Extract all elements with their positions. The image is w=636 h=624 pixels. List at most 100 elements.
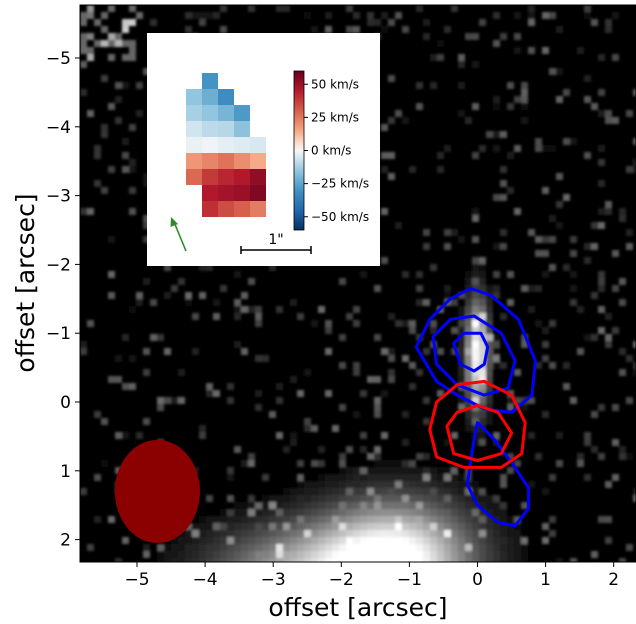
emission-pixel <box>157 404 164 411</box>
emission-pixel <box>80 61 87 68</box>
y-tick-label: −5 <box>46 49 71 69</box>
emission-pixel <box>612 285 619 292</box>
emission-pixel <box>339 523 346 530</box>
emission-pixel <box>486 558 493 562</box>
emission-pixel <box>521 82 528 89</box>
emission-pixel <box>339 488 346 495</box>
emission-pixel <box>479 439 486 446</box>
emission-pixel <box>500 362 507 369</box>
emission-pixel <box>570 285 577 292</box>
emission-pixel <box>255 537 262 544</box>
emission-pixel <box>507 187 514 194</box>
emission-pixel <box>129 124 136 131</box>
emission-pixel <box>346 558 353 562</box>
emission-pixel <box>339 404 346 411</box>
emission-pixel <box>605 537 612 544</box>
emission-pixel <box>458 348 465 355</box>
emission-pixel <box>325 320 332 327</box>
emission-pixel <box>122 166 129 173</box>
emission-pixel <box>353 551 360 558</box>
emission-pixel <box>157 558 164 562</box>
emission-pixel <box>612 404 619 411</box>
velocity-cell <box>218 185 234 201</box>
emission-pixel <box>514 208 521 215</box>
emission-pixel <box>493 271 500 278</box>
emission-pixel <box>416 299 423 306</box>
emission-pixel <box>248 544 255 551</box>
emission-pixel <box>360 432 367 439</box>
emission-pixel <box>339 537 346 544</box>
emission-pixel <box>528 47 535 54</box>
emission-pixel <box>451 481 458 488</box>
emission-pixel <box>486 383 493 390</box>
emission-pixel <box>304 551 311 558</box>
emission-pixel <box>360 474 367 481</box>
emission-pixel <box>479 411 486 418</box>
emission-pixel <box>150 299 157 306</box>
emission-pixel <box>423 558 430 562</box>
velocity-cell <box>186 169 202 185</box>
emission-pixel <box>353 369 360 376</box>
emission-pixel <box>507 544 514 551</box>
emission-pixel <box>451 229 458 236</box>
emission-pixel <box>304 523 311 530</box>
emission-pixel <box>430 551 437 558</box>
emission-pixel <box>423 243 430 250</box>
emission-pixel <box>633 369 636 376</box>
emission-pixel <box>206 516 213 523</box>
y-tick-label: −3 <box>46 187 71 207</box>
emission-pixel <box>402 320 409 327</box>
emission-pixel <box>87 5 94 12</box>
emission-pixel <box>276 516 283 523</box>
emission-pixel <box>486 299 493 306</box>
emission-pixel <box>507 152 514 159</box>
emission-pixel <box>269 411 276 418</box>
emission-pixel <box>248 558 255 562</box>
emission-pixel <box>94 152 101 159</box>
emission-pixel <box>472 33 479 40</box>
emission-pixel <box>605 516 612 523</box>
emission-pixel <box>374 446 381 453</box>
emission-pixel <box>493 131 500 138</box>
emission-pixel <box>451 502 458 509</box>
emission-pixel <box>206 390 213 397</box>
velocity-cell <box>250 185 266 201</box>
emission-pixel <box>248 509 255 516</box>
emission-pixel <box>227 523 234 530</box>
emission-pixel <box>430 474 437 481</box>
emission-pixel <box>479 523 486 530</box>
emission-pixel <box>346 516 353 523</box>
emission-pixel <box>297 544 304 551</box>
emission-pixel <box>402 558 409 562</box>
x-tick-label: 0 <box>472 570 483 590</box>
emission-pixel <box>213 12 220 19</box>
emission-pixel <box>360 509 367 516</box>
emission-pixel <box>584 12 591 19</box>
emission-pixel <box>129 208 136 215</box>
velocity-map <box>186 73 266 217</box>
emission-pixel <box>486 376 493 383</box>
emission-pixel <box>388 313 395 320</box>
emission-pixel <box>325 551 332 558</box>
emission-pixel <box>318 306 325 313</box>
emission-pixel <box>451 488 458 495</box>
emission-pixel <box>619 348 626 355</box>
emission-pixel <box>388 376 395 383</box>
emission-pixel <box>493 355 500 362</box>
emission-pixel <box>129 383 136 390</box>
emission-pixel <box>276 544 283 551</box>
emission-pixel <box>101 26 108 33</box>
emission-pixel <box>353 306 360 313</box>
emission-pixel <box>290 530 297 537</box>
emission-pixel <box>255 355 262 362</box>
emission-pixel <box>444 285 451 292</box>
emission-pixel <box>500 530 507 537</box>
emission-pixel <box>94 145 101 152</box>
emission-pixel <box>332 481 339 488</box>
emission-pixel <box>591 103 598 110</box>
emission-pixel <box>479 558 486 562</box>
emission-pixel <box>598 54 605 61</box>
emission-pixel <box>87 54 94 61</box>
emission-pixel <box>164 397 171 404</box>
emission-pixel <box>332 537 339 544</box>
